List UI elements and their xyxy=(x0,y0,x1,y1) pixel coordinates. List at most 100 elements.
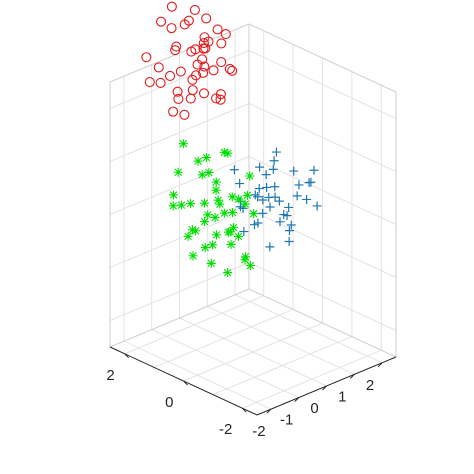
data-point-circle xyxy=(144,77,155,88)
data-point-asterisk xyxy=(245,171,255,181)
x-tick-label: -2 xyxy=(252,423,265,440)
data-point-plus xyxy=(250,220,259,230)
box-edge xyxy=(109,23,250,83)
data-point-circle xyxy=(208,65,219,76)
floor-gridline xyxy=(242,349,382,409)
data-point-asterisk xyxy=(245,261,255,271)
data-point-circle xyxy=(168,106,179,117)
wall-gridline xyxy=(109,209,250,268)
data-point-circle xyxy=(173,93,184,105)
x-tick-label: 1 xyxy=(338,388,346,405)
data-point-plus xyxy=(292,191,302,201)
data-point-plus xyxy=(284,237,294,247)
data-point-asterisk xyxy=(242,190,252,200)
data-point-plus xyxy=(304,178,314,188)
data-point-asterisk xyxy=(204,168,214,178)
wall-gridline xyxy=(248,50,397,119)
data-point-plus xyxy=(289,166,299,176)
data-point-circle xyxy=(179,109,190,120)
data-point-plus xyxy=(286,220,296,230)
data-point-asterisk xyxy=(191,226,201,236)
data-point-plus xyxy=(258,195,268,205)
data-point-plus xyxy=(235,202,245,212)
data-point-asterisk xyxy=(200,243,210,253)
data-point-circle xyxy=(153,62,164,73)
x-tick-label: -1 xyxy=(280,412,293,429)
data-point-plus xyxy=(262,182,272,192)
data-point-plus xyxy=(265,202,275,212)
data-point-asterisk xyxy=(193,156,203,166)
data-point-plus xyxy=(258,208,268,218)
data-point-circle xyxy=(215,94,226,105)
box-edge xyxy=(248,23,397,93)
data-point-asterisk xyxy=(168,201,178,211)
data-point-circle xyxy=(187,85,198,96)
data-point-asterisk xyxy=(240,252,250,262)
data-point-plus xyxy=(271,147,281,157)
data-point-circle xyxy=(141,52,152,63)
data-point-circle xyxy=(172,86,183,97)
data-point-plus xyxy=(269,156,279,166)
data-point-asterisk xyxy=(210,212,220,222)
y-tick xyxy=(124,353,130,359)
data-point-circle xyxy=(199,61,210,72)
data-point-plus xyxy=(229,165,239,175)
data-point-plus xyxy=(274,196,284,206)
data-point-plus xyxy=(235,179,245,189)
data-point-plus xyxy=(284,226,294,236)
data-point-asterisk xyxy=(212,230,222,240)
data-point-circle xyxy=(200,43,211,54)
data-point-circle xyxy=(220,29,231,40)
data-point-asterisk xyxy=(199,198,209,208)
x-tick xyxy=(266,408,272,414)
data-point-circle xyxy=(197,54,208,65)
data-point-asterisk xyxy=(219,147,229,157)
data-point-circle xyxy=(156,16,167,27)
box-edge xyxy=(248,288,397,358)
data-point-plus xyxy=(239,227,249,237)
grid-layer xyxy=(109,23,397,410)
data-point-asterisk xyxy=(229,223,239,233)
data-point-plus xyxy=(284,202,294,212)
data-point-circle xyxy=(216,38,227,49)
data-point-plus xyxy=(309,165,319,175)
y-tick-label: -2 xyxy=(219,421,232,438)
x-tick-label: 2 xyxy=(366,377,374,394)
data-point-circle xyxy=(215,89,226,100)
data-point-plus xyxy=(250,190,260,200)
data-point-circle xyxy=(185,93,196,104)
data-point-circle xyxy=(198,88,210,99)
y-tick xyxy=(241,407,247,413)
data-point-asterisk xyxy=(203,210,213,220)
x-tick-label: 0 xyxy=(310,400,318,417)
data-point-asterisk xyxy=(183,231,193,241)
data-point-circle xyxy=(189,4,200,16)
data-point-asterisk xyxy=(200,217,210,227)
data-point-asterisk xyxy=(226,239,236,249)
data-point-asterisk xyxy=(228,208,238,217)
data-point-asterisk xyxy=(187,225,197,235)
data-point-asterisk xyxy=(219,208,229,218)
data-point-asterisk xyxy=(176,200,186,210)
data-point-plus xyxy=(254,184,264,194)
y-tick xyxy=(183,380,188,386)
points-layer xyxy=(141,1,322,278)
data-point-asterisk xyxy=(223,148,233,158)
data-point-asterisk xyxy=(186,199,196,209)
floor-gridline xyxy=(153,308,294,368)
data-point-asterisk xyxy=(249,209,259,219)
wall-gridline xyxy=(248,262,397,331)
data-point-circle xyxy=(224,63,235,75)
x-tick xyxy=(377,362,383,368)
data-point-circle xyxy=(190,70,202,81)
data-point-circle xyxy=(175,66,186,77)
data-point-asterisk xyxy=(234,194,244,204)
data-point-asterisk xyxy=(211,177,221,187)
data-point-circle xyxy=(190,44,201,55)
data-point-asterisk xyxy=(223,268,233,278)
wall-gridline xyxy=(109,156,250,215)
data-point-asterisk xyxy=(173,167,183,177)
data-point-asterisk xyxy=(208,240,218,250)
x-tick xyxy=(349,374,355,379)
